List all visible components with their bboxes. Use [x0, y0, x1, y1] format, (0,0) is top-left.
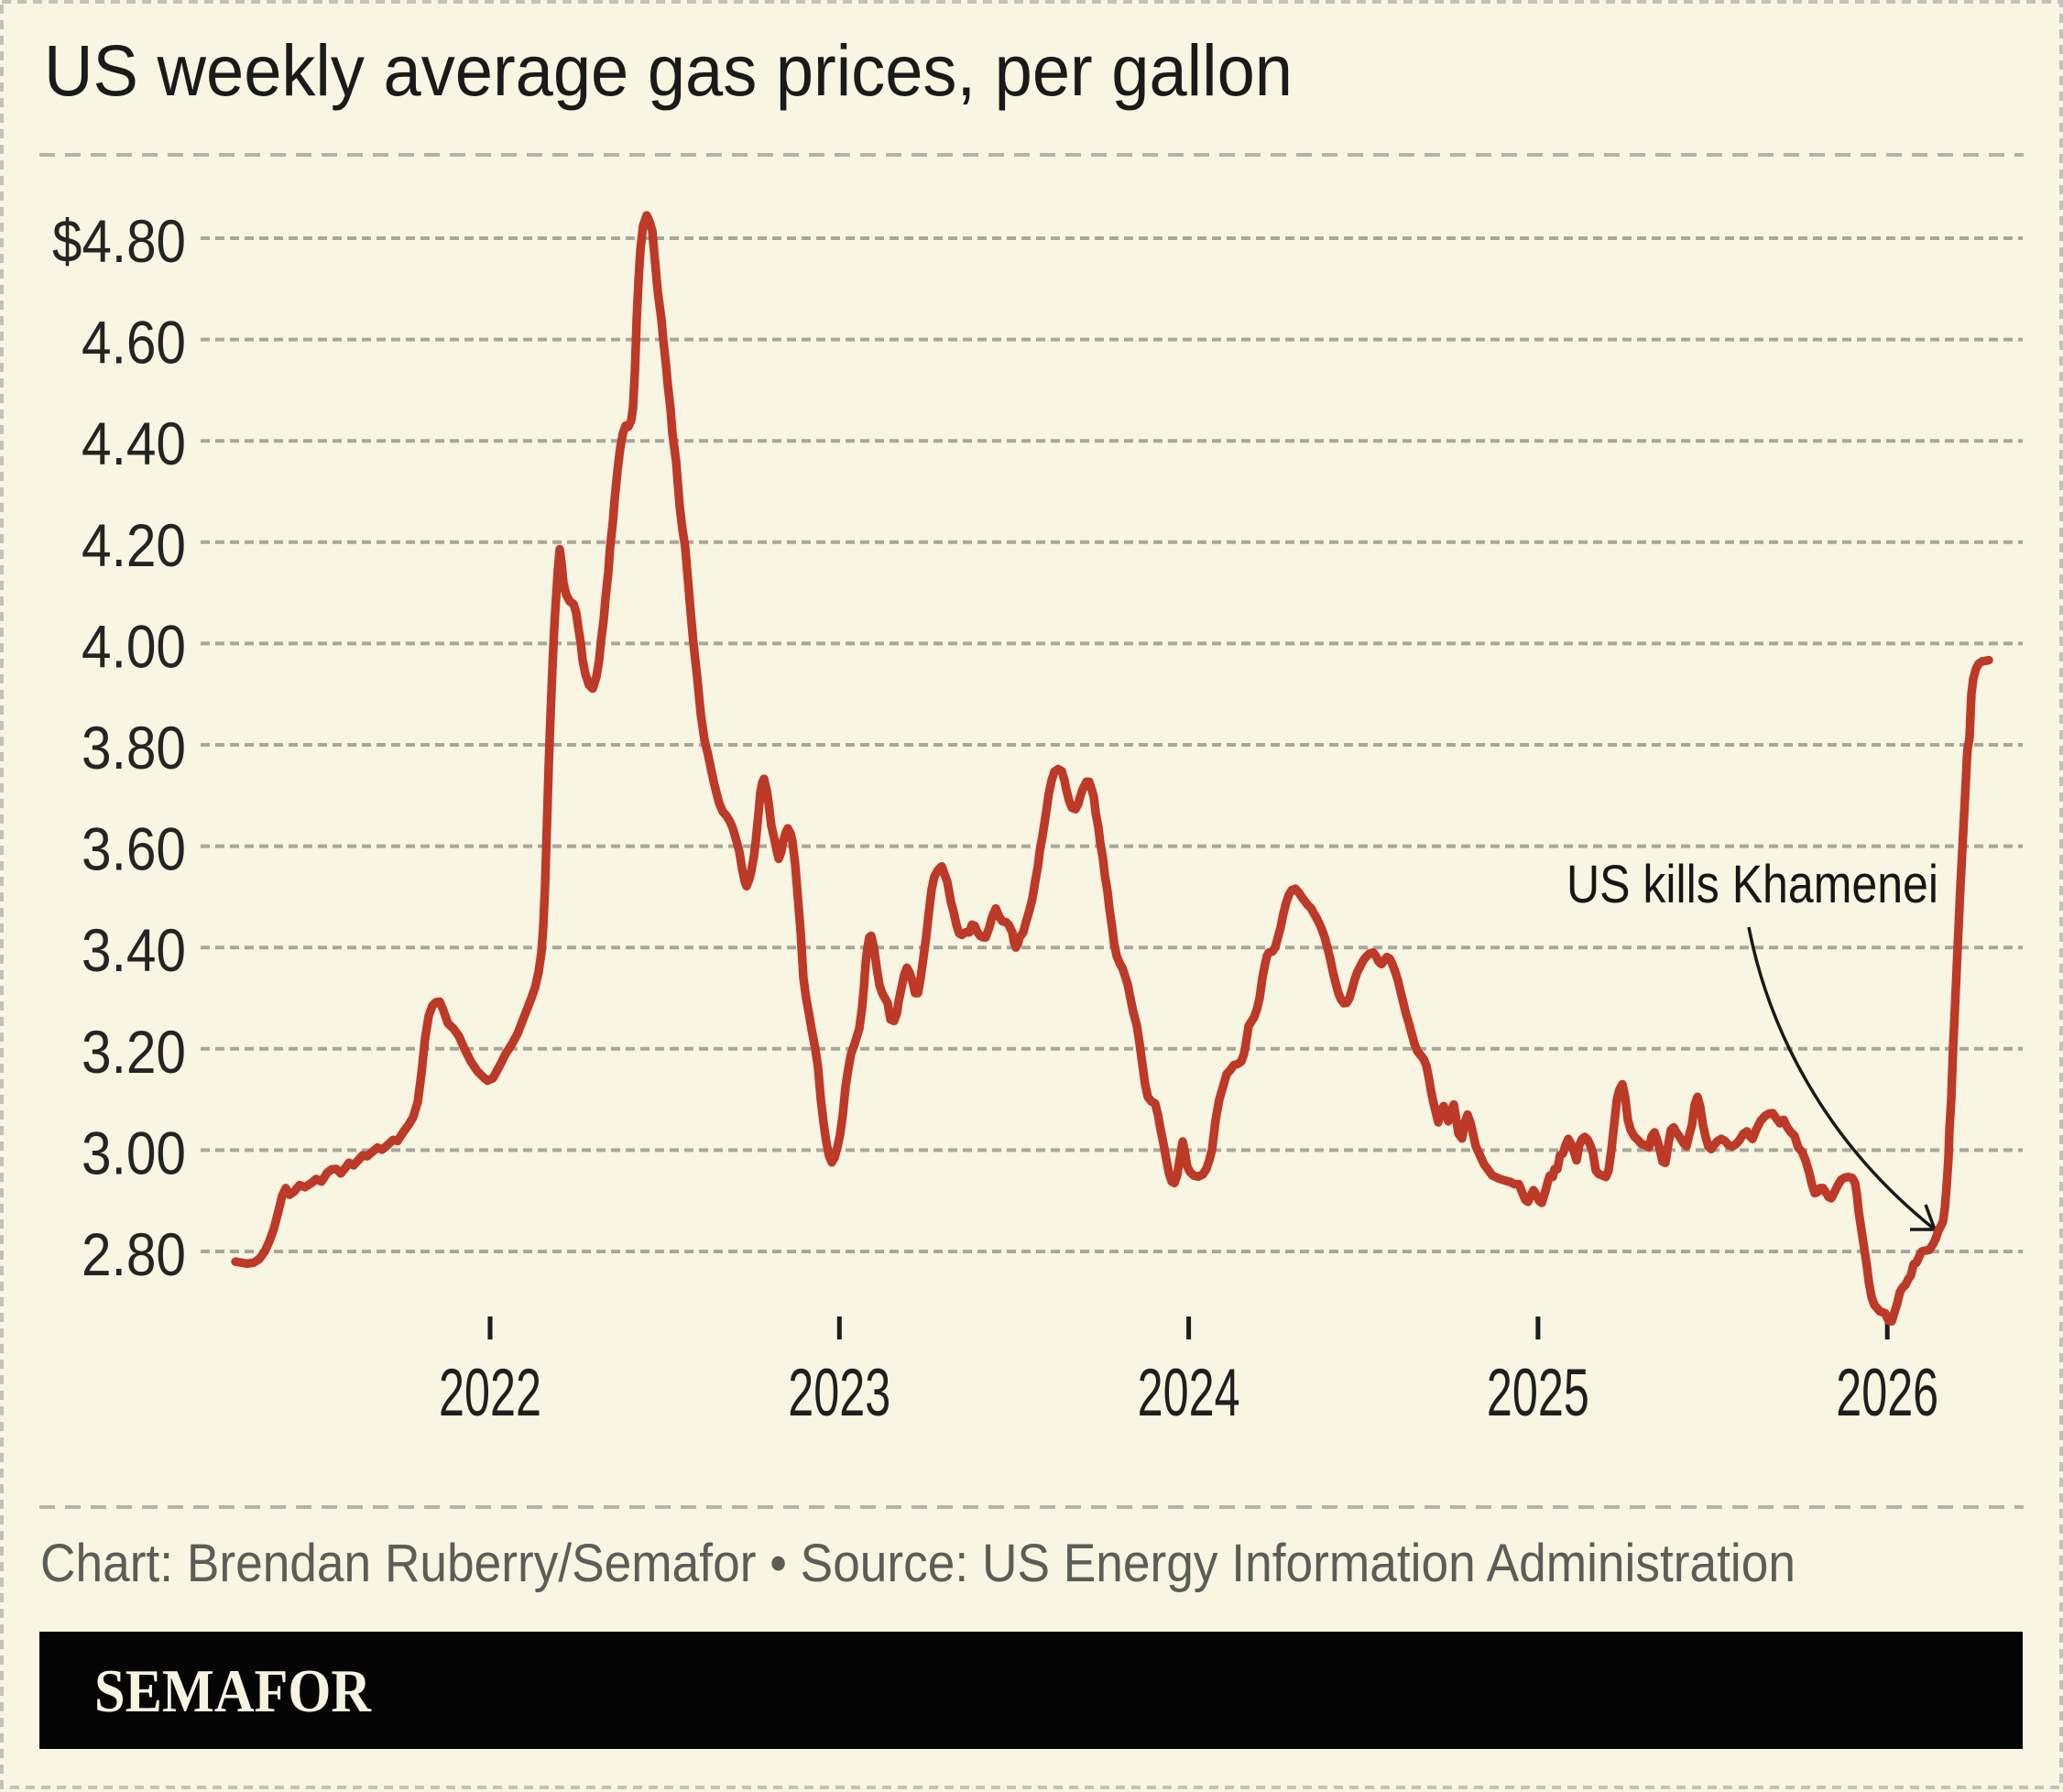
- svg-text:$4.80: $4.80: [52, 207, 186, 275]
- svg-text:4.00: 4.00: [82, 612, 186, 680]
- svg-text:US weekly average gas prices,: US weekly average gas prices, per gallon: [44, 29, 1293, 111]
- svg-text:2025: 2025: [1487, 1356, 1589, 1430]
- svg-text:2022: 2022: [439, 1356, 541, 1430]
- svg-text:2.80: 2.80: [82, 1220, 186, 1288]
- svg-text:SEMAFOR: SEMAFOR: [94, 1657, 372, 1725]
- svg-text:2026: 2026: [1836, 1356, 1938, 1430]
- svg-text:3.20: 3.20: [82, 1018, 186, 1086]
- svg-text:3.80: 3.80: [82, 714, 186, 781]
- svg-text:3.40: 3.40: [82, 916, 186, 984]
- svg-text:4.60: 4.60: [82, 309, 186, 377]
- svg-text:4.40: 4.40: [82, 410, 186, 477]
- svg-text:3.00: 3.00: [82, 1119, 186, 1186]
- svg-text:Chart: Brendan Ruberry/Semafor: Chart: Brendan Ruberry/Semafor • Source:…: [40, 1534, 1796, 1593]
- svg-text:3.60: 3.60: [82, 815, 186, 883]
- svg-text:US kills Khamenei: US kills Khamenei: [1566, 855, 1938, 914]
- svg-text:2024: 2024: [1138, 1356, 1240, 1430]
- svg-text:4.20: 4.20: [82, 511, 186, 579]
- svg-text:2023: 2023: [788, 1356, 890, 1430]
